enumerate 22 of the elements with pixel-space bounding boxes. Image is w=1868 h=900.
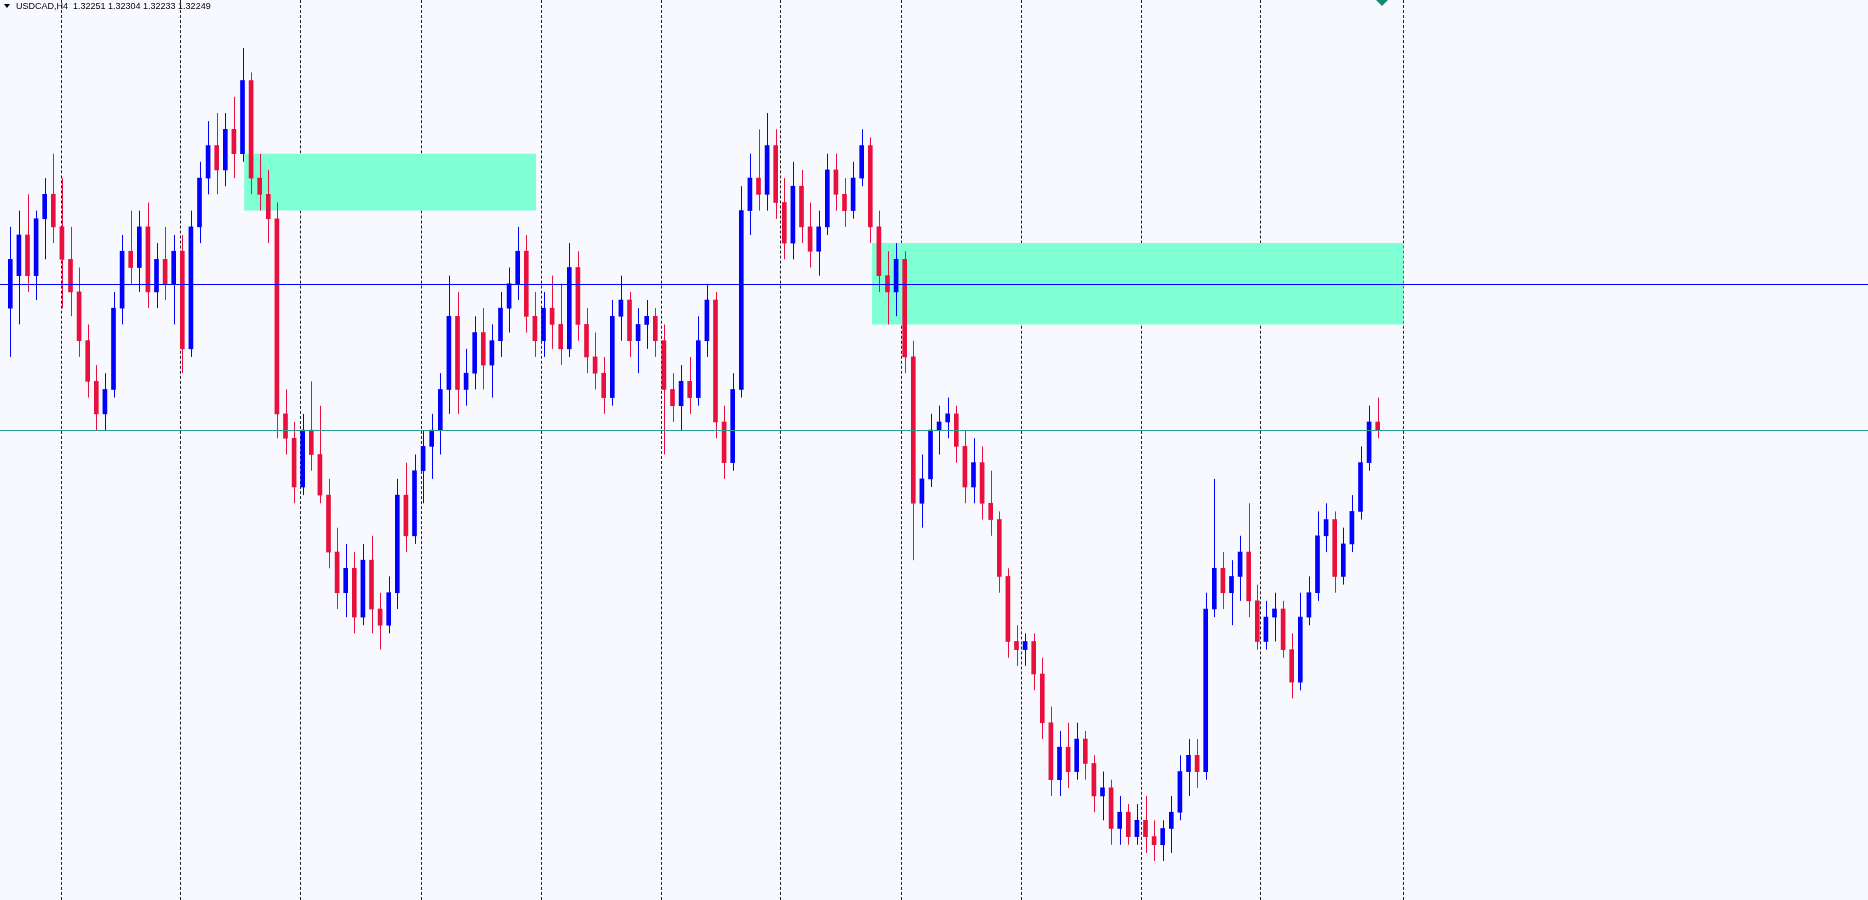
candlestick bbox=[1168, 795, 1174, 854]
candlestick bbox=[885, 250, 890, 325]
chart-title: USDCAD,H4 1.32251 1.32304 1.32233 1.32249 bbox=[16, 1, 211, 11]
candlestick bbox=[1143, 795, 1148, 854]
candlestick bbox=[1186, 738, 1191, 797]
candlestick bbox=[1160, 819, 1166, 862]
candlestick bbox=[1272, 592, 1277, 642]
candlestick bbox=[687, 356, 693, 415]
candlestick bbox=[988, 470, 994, 537]
candlestick bbox=[429, 413, 435, 480]
candlestick bbox=[1375, 397, 1381, 439]
candlestick bbox=[1100, 771, 1105, 821]
candlestick bbox=[128, 210, 134, 285]
candlestick bbox=[670, 372, 675, 423]
candlestick bbox=[644, 299, 650, 350]
candlestick bbox=[945, 397, 951, 439]
candlestick bbox=[1014, 624, 1019, 667]
candlestick bbox=[842, 177, 847, 228]
candlestick bbox=[1117, 795, 1123, 846]
candlestick bbox=[756, 128, 761, 212]
candlestick bbox=[257, 153, 263, 212]
candlestick bbox=[1229, 559, 1234, 626]
